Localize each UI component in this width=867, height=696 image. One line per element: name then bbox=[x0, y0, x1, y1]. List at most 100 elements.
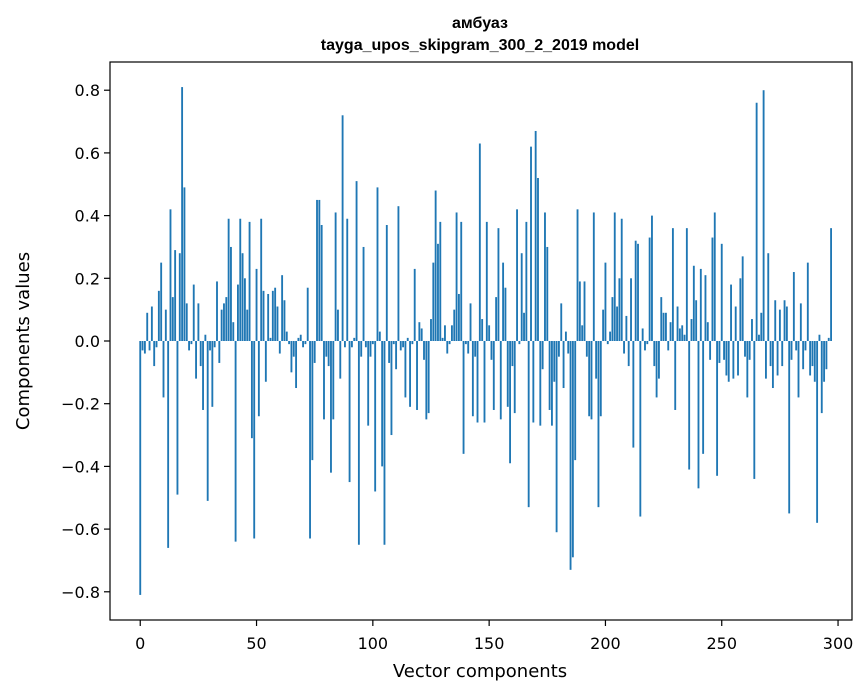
bar bbox=[297, 337, 300, 341]
y-tick-label: 0.4 bbox=[75, 207, 100, 226]
bar bbox=[741, 256, 744, 341]
y-tick-label: −0.4 bbox=[61, 457, 100, 476]
bar bbox=[760, 312, 763, 341]
bar bbox=[674, 341, 677, 410]
bar bbox=[464, 341, 467, 345]
bar bbox=[623, 341, 625, 354]
bar bbox=[409, 341, 411, 407]
bar bbox=[599, 341, 602, 417]
bar bbox=[592, 212, 595, 341]
bar bbox=[692, 265, 695, 341]
bar bbox=[209, 341, 211, 351]
bar bbox=[509, 341, 511, 464]
bar bbox=[678, 328, 681, 341]
bar bbox=[467, 341, 470, 354]
bar bbox=[392, 341, 395, 345]
bar bbox=[255, 268, 258, 341]
bar bbox=[220, 309, 223, 341]
bar bbox=[655, 341, 658, 398]
bar bbox=[153, 341, 156, 367]
bar bbox=[578, 281, 581, 341]
bar bbox=[383, 341, 386, 545]
bar bbox=[646, 341, 649, 345]
bar bbox=[662, 312, 665, 341]
bar bbox=[188, 341, 191, 351]
bar bbox=[811, 341, 814, 367]
bar bbox=[367, 341, 370, 426]
bar bbox=[709, 341, 712, 360]
bar bbox=[560, 303, 563, 341]
bar bbox=[690, 319, 693, 341]
bar bbox=[448, 341, 451, 345]
bar bbox=[516, 209, 518, 341]
bar bbox=[437, 243, 439, 341]
bar bbox=[506, 341, 509, 407]
bar bbox=[457, 293, 460, 341]
bar bbox=[518, 341, 521, 345]
bar bbox=[271, 290, 274, 341]
bar bbox=[146, 312, 149, 341]
bar bbox=[264, 341, 267, 382]
bar bbox=[611, 297, 614, 341]
bar bbox=[739, 278, 742, 341]
bar bbox=[248, 221, 251, 341]
bar bbox=[218, 341, 221, 363]
bar bbox=[253, 341, 256, 539]
bar bbox=[604, 262, 607, 341]
bar bbox=[725, 341, 728, 376]
bar bbox=[732, 341, 735, 379]
bar bbox=[585, 341, 588, 357]
bar bbox=[820, 341, 823, 414]
bar bbox=[744, 341, 746, 357]
bar bbox=[588, 341, 591, 417]
bar bbox=[704, 275, 707, 341]
bar bbox=[176, 341, 179, 495]
bar bbox=[476, 341, 479, 423]
bar bbox=[595, 341, 598, 379]
bar bbox=[395, 341, 398, 370]
bar bbox=[474, 341, 477, 357]
bar bbox=[504, 287, 507, 341]
bar bbox=[597, 341, 600, 508]
bar bbox=[671, 228, 674, 341]
bar bbox=[223, 303, 225, 341]
bar bbox=[553, 341, 556, 382]
bar bbox=[195, 341, 197, 379]
bar bbox=[688, 341, 691, 470]
bar bbox=[320, 225, 323, 341]
bar bbox=[262, 290, 265, 341]
x-axis-ticks: 0 50 100 150 200 250 300 bbox=[135, 620, 853, 653]
bar bbox=[237, 284, 239, 341]
x-tick-label: 0 bbox=[135, 634, 145, 653]
bar bbox=[269, 337, 272, 341]
bar bbox=[190, 341, 193, 345]
bar bbox=[350, 341, 353, 348]
bar bbox=[734, 306, 737, 341]
bar bbox=[555, 341, 558, 533]
bar bbox=[762, 90, 765, 342]
bar bbox=[150, 306, 153, 341]
bar bbox=[316, 199, 318, 341]
bar bbox=[527, 341, 530, 508]
bar bbox=[562, 341, 565, 389]
bar bbox=[660, 297, 663, 341]
bar bbox=[795, 341, 798, 351]
bar bbox=[192, 284, 195, 341]
bar bbox=[630, 278, 632, 341]
bar bbox=[804, 341, 807, 351]
bar bbox=[439, 221, 442, 341]
bar bbox=[683, 334, 686, 341]
bar bbox=[548, 341, 551, 410]
bar bbox=[823, 341, 826, 382]
bar bbox=[730, 284, 732, 341]
bar bbox=[639, 341, 642, 517]
bar bbox=[460, 221, 463, 341]
bar bbox=[765, 341, 767, 379]
bar bbox=[658, 341, 660, 379]
bar bbox=[374, 341, 377, 492]
bar bbox=[790, 341, 793, 360]
bar bbox=[492, 341, 495, 410]
bar bbox=[818, 334, 821, 341]
bar bbox=[781, 341, 784, 367]
bar bbox=[430, 319, 432, 341]
